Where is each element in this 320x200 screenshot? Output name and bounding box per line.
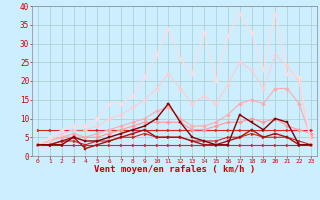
X-axis label: Vent moyen/en rafales ( km/h ): Vent moyen/en rafales ( km/h ) — [94, 165, 255, 174]
